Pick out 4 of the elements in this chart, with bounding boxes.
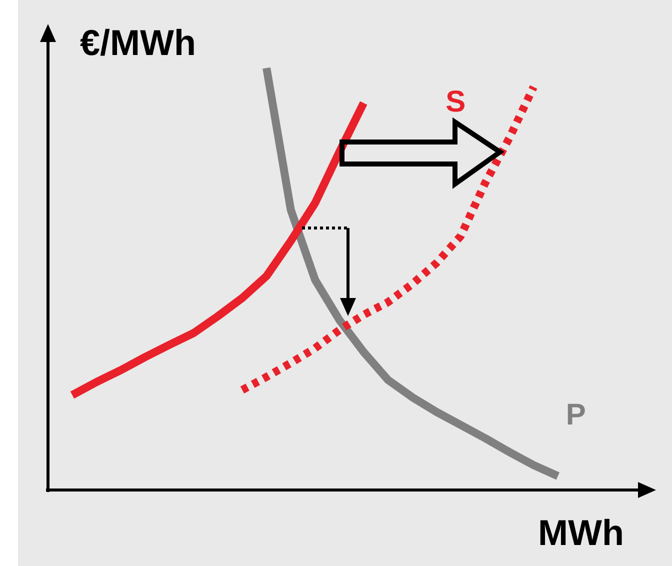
y-axis-title: €/MWh <box>80 22 196 64</box>
series-label: P <box>566 398 586 432</box>
x-axis-title: MWh <box>538 512 624 554</box>
series-label: S <box>446 85 466 118</box>
